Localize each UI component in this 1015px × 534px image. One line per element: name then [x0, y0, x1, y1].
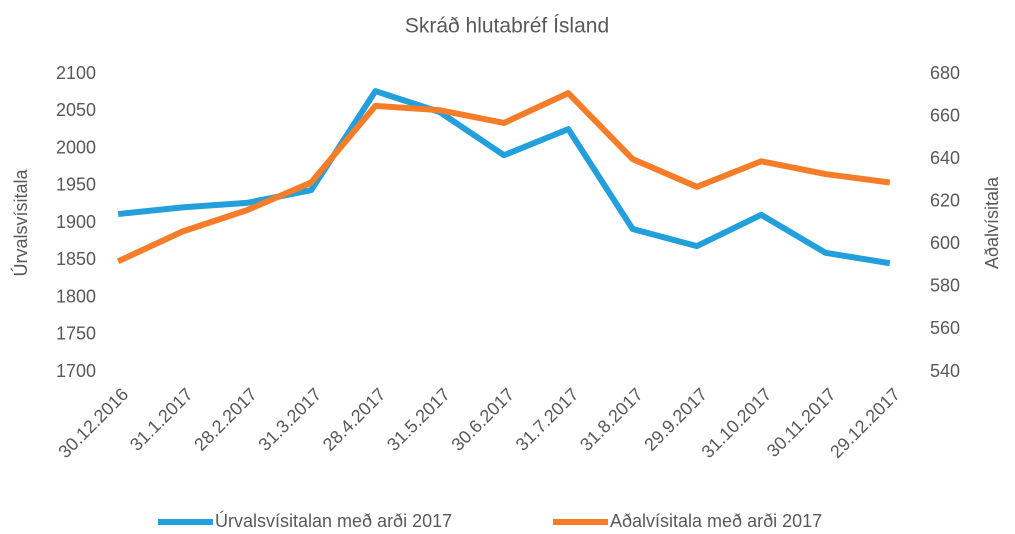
y2-tick-label: 640 [930, 148, 960, 168]
x-tick-label: 31.3.2017 [254, 384, 325, 455]
y-tick-label: 2100 [56, 63, 96, 83]
x-tick-label: 28.4.2017 [319, 384, 390, 455]
x-tick-label: 30.12.2016 [54, 384, 132, 462]
y-axis-title: Úrvalsvísitala [10, 169, 31, 277]
y-tick-label: 1700 [56, 361, 96, 381]
x-tick-label: 31.5.2017 [383, 384, 454, 455]
y2-tick-label: 680 [930, 63, 960, 83]
y2-tick-label: 600 [930, 233, 960, 253]
x-tick-label: 30.6.2017 [447, 384, 518, 455]
x-tick-label: 29.12.2017 [826, 384, 904, 462]
y2-tick-label: 660 [930, 105, 960, 125]
y-tick-label: 1850 [56, 249, 96, 269]
y2-axis-title: Aðalvísitala [982, 176, 1002, 269]
x-tick-label: 31.8.2017 [576, 384, 647, 455]
x-tick-label: 31.1.2017 [126, 384, 197, 455]
y-tick-label: 1950 [56, 175, 96, 195]
y-tick-label: 1900 [56, 212, 96, 232]
y2-tick-label: 620 [930, 190, 960, 210]
legend-label: Aðalvísitala með arði 2017 [610, 511, 822, 531]
x-tick-label: 31.7.2017 [512, 384, 583, 455]
y-tick-label: 2000 [56, 137, 96, 157]
x-tick-label: 31.10.2017 [698, 384, 776, 462]
series-line [116, 90, 891, 265]
y2-tick-label: 580 [930, 276, 960, 296]
x-tick-label: 28.2.2017 [190, 384, 261, 455]
series-line [117, 88, 891, 267]
chart-title: Skráð hlutabréf Ísland [405, 15, 609, 38]
y-tick-label: 1800 [56, 286, 96, 306]
legend-label: Úrvalsvísitalan með arði 2017 [215, 510, 452, 531]
y2-tick-label: 540 [930, 361, 960, 381]
y-tick-label: 1750 [56, 324, 96, 344]
y2-tick-label: 560 [930, 318, 960, 338]
y-tick-label: 2050 [56, 100, 96, 120]
